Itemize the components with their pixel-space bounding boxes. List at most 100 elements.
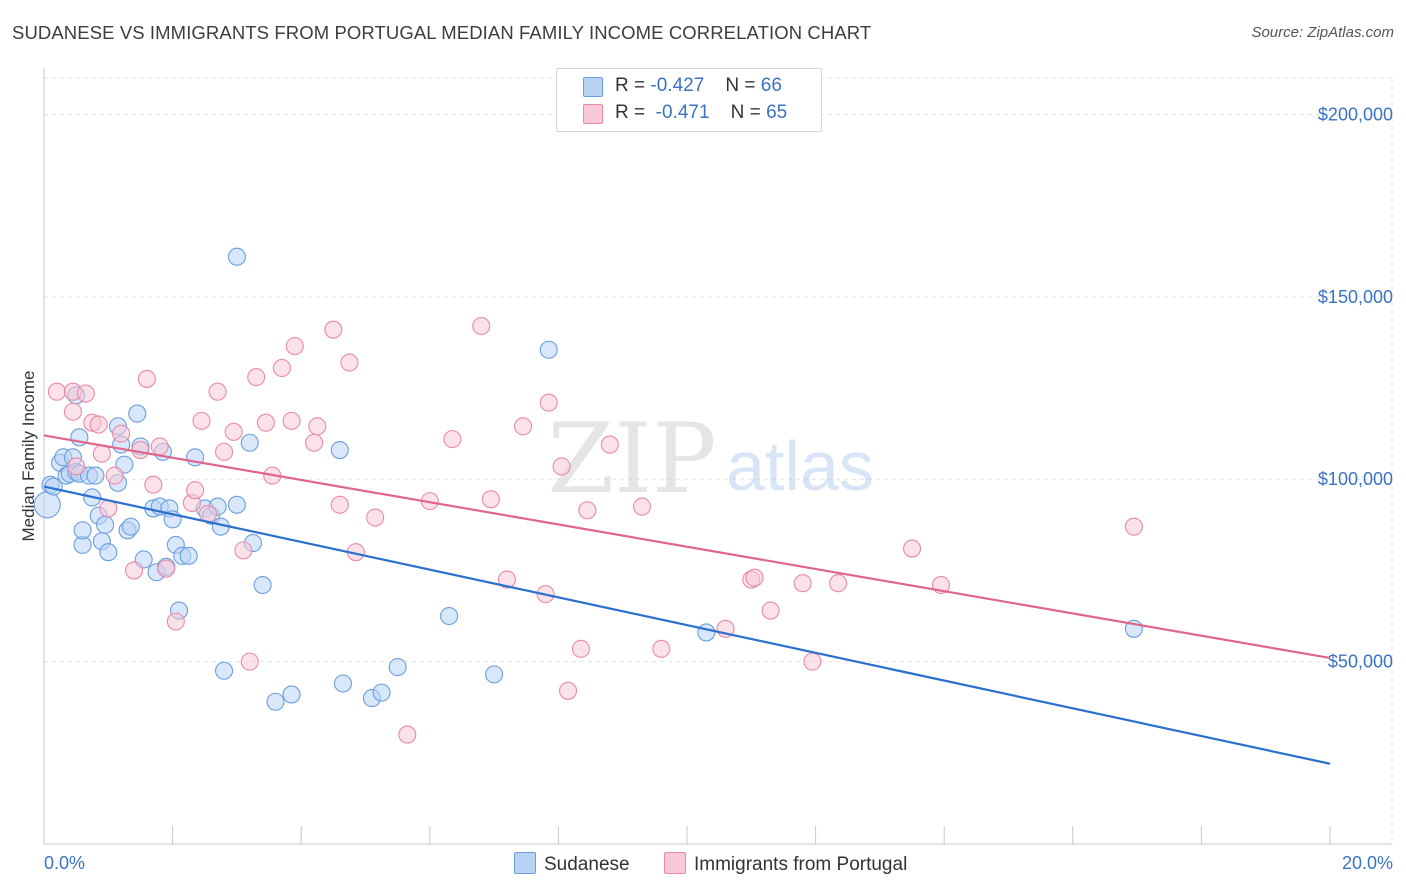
point-portugal bbox=[829, 574, 848, 593]
n-value-portugal: 65 bbox=[766, 102, 788, 123]
point-portugal bbox=[366, 508, 385, 527]
point-portugal bbox=[481, 490, 500, 509]
point-portugal bbox=[539, 393, 558, 412]
bottom-legend-label-portugal: Immigrants from Portugal bbox=[694, 854, 908, 875]
correlation-legend: R = -0.427 N = 66 R = -0.471 N = 65 bbox=[556, 68, 822, 132]
r-value-sudanese: -0.427 bbox=[650, 75, 705, 96]
point-sudanese bbox=[330, 441, 349, 460]
point-portugal bbox=[234, 541, 253, 560]
point-portugal bbox=[112, 424, 131, 443]
r-value-portugal: -0.471 bbox=[655, 102, 710, 123]
x-tick-label: 20.0% bbox=[1342, 853, 1393, 873]
legend-swatch-portugal bbox=[583, 104, 603, 124]
tick-labels: $50,000 $100,000 $150,000 $200,000 0.0% 20.0% bbox=[44, 104, 1393, 873]
point-portugal bbox=[105, 466, 124, 485]
bottom-legend-portugal: Immigrants from Portugal bbox=[664, 852, 907, 876]
y-tick-label: $50,000 bbox=[1328, 652, 1393, 672]
point-portugal bbox=[324, 320, 343, 339]
point-portugal bbox=[47, 382, 66, 401]
point-portugal bbox=[652, 639, 671, 658]
point-portugal bbox=[214, 442, 234, 461]
point-sudanese bbox=[388, 658, 407, 677]
point-portugal bbox=[272, 358, 291, 378]
bottom-legend-swatch-sudanese bbox=[514, 852, 536, 874]
point-sudanese bbox=[86, 466, 105, 485]
point-sudanese bbox=[372, 683, 391, 702]
point-portugal bbox=[186, 481, 205, 500]
point-portugal bbox=[208, 382, 227, 401]
watermark: ZIP atlas bbox=[547, 403, 874, 515]
watermark-atlas: atlas bbox=[726, 427, 874, 505]
point-sudanese bbox=[121, 517, 140, 536]
point-sudanese bbox=[485, 665, 504, 684]
point-sudanese bbox=[33, 491, 61, 519]
point-portugal bbox=[330, 495, 349, 514]
n-label: N = bbox=[730, 102, 761, 123]
point-sudanese bbox=[539, 340, 558, 359]
r-label: R = bbox=[615, 102, 646, 123]
point-portugal bbox=[513, 417, 533, 436]
point-portugal bbox=[443, 430, 462, 449]
point-portugal bbox=[166, 612, 185, 631]
point-sudanese bbox=[282, 685, 301, 704]
point-portugal bbox=[256, 413, 275, 432]
legend-text-sudanese: R = -0.427 N = 66 bbox=[615, 75, 782, 97]
point-portugal bbox=[600, 435, 619, 454]
point-portugal bbox=[124, 561, 144, 580]
n-label: N = bbox=[725, 75, 756, 96]
y-axis-label: Median Family Income bbox=[19, 370, 38, 541]
point-portugal bbox=[793, 574, 812, 593]
chart-title: SUDANESE VS IMMIGRANTS FROM PORTUGAL MED… bbox=[12, 22, 872, 43]
bottom-legend-label-sudanese: Sudanese bbox=[544, 854, 630, 875]
point-sudanese bbox=[240, 433, 259, 452]
x-tick-label: 0.0% bbox=[44, 853, 85, 873]
point-portugal bbox=[150, 437, 169, 456]
legend-text-portugal: R = -0.471 N = 65 bbox=[615, 102, 787, 124]
r-label: R = bbox=[615, 75, 646, 96]
bottom-legend-swatch-portugal bbox=[664, 852, 686, 874]
point-sudanese bbox=[333, 674, 353, 693]
point-portugal bbox=[472, 316, 491, 336]
point-portugal bbox=[157, 559, 176, 578]
point-portugal bbox=[571, 639, 590, 658]
trend-line-portugal bbox=[43, 434, 1331, 660]
y-tick-label: $150,000 bbox=[1318, 287, 1393, 307]
point-portugal bbox=[1124, 517, 1143, 536]
point-portugal bbox=[89, 415, 108, 434]
point-portugal bbox=[308, 417, 327, 436]
point-sudanese bbox=[697, 623, 716, 642]
point-portugal bbox=[803, 652, 822, 671]
point-sudanese bbox=[440, 606, 459, 626]
watermark-zip: ZIP bbox=[547, 403, 716, 515]
point-portugal bbox=[67, 457, 86, 476]
point-portugal bbox=[305, 433, 324, 452]
grid-lines bbox=[44, 77, 1393, 844]
point-portugal bbox=[192, 411, 211, 430]
point-sudanese bbox=[179, 546, 198, 565]
point-portugal bbox=[632, 497, 652, 516]
point-portugal bbox=[285, 337, 304, 356]
bottom-legend-sudanese: Sudanese bbox=[514, 852, 630, 876]
point-portugal bbox=[137, 369, 156, 388]
point-portugal bbox=[902, 539, 922, 558]
point-portugal bbox=[745, 568, 764, 587]
point-portugal bbox=[552, 457, 571, 476]
point-sudanese bbox=[214, 661, 234, 680]
source-label: Source: ZipAtlas.com bbox=[1251, 24, 1394, 41]
point-sudanese bbox=[227, 247, 246, 266]
point-sudanese bbox=[96, 515, 115, 534]
y-tick-label: $200,000 bbox=[1318, 104, 1393, 124]
point-portugal bbox=[63, 402, 82, 421]
point-portugal bbox=[558, 681, 578, 700]
point-sudanese bbox=[128, 404, 147, 423]
axes bbox=[43, 68, 1392, 845]
point-portugal bbox=[76, 384, 95, 403]
legend-swatch-sudanese bbox=[583, 77, 603, 97]
n-value-sudanese: 66 bbox=[760, 75, 782, 96]
point-portugal bbox=[144, 475, 163, 494]
point-portugal bbox=[224, 422, 243, 441]
point-portugal bbox=[247, 368, 266, 387]
point-sudanese bbox=[266, 692, 285, 711]
y-tick-label: $100,000 bbox=[1318, 469, 1393, 489]
point-portugal bbox=[282, 411, 301, 430]
